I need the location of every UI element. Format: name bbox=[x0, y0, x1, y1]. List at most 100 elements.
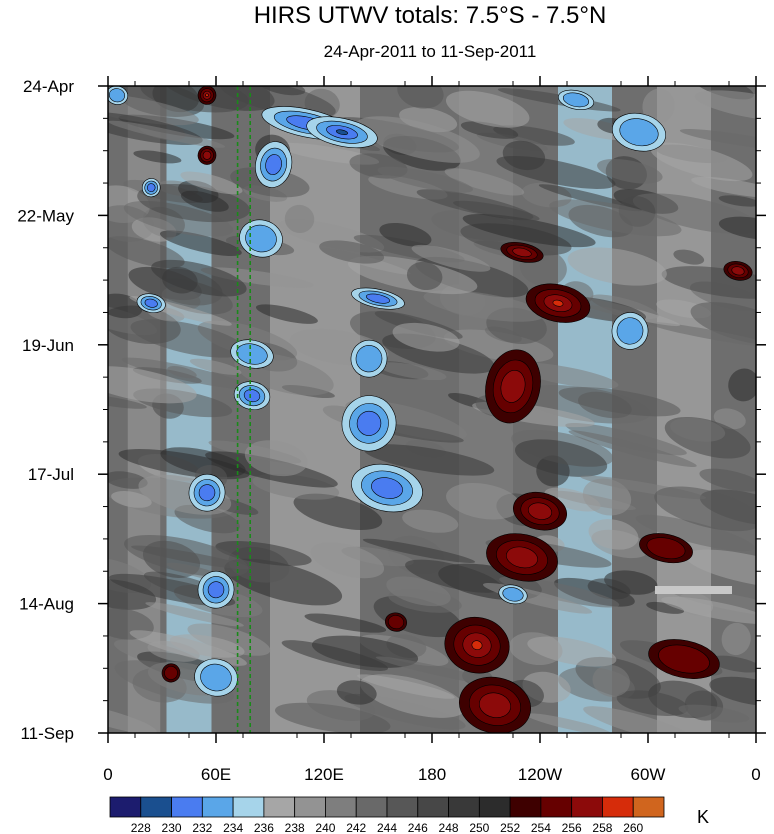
texture-streak bbox=[525, 713, 612, 733]
texture-streak bbox=[691, 176, 756, 198]
warm-feature-21 bbox=[202, 150, 212, 160]
texture-streak bbox=[544, 487, 601, 512]
texture-streak bbox=[460, 121, 519, 139]
y-tick-label: 17-Jul bbox=[28, 465, 74, 484]
colorbar-swatch-14 bbox=[540, 796, 573, 818]
texture-streak bbox=[274, 702, 391, 733]
texture-streak bbox=[661, 596, 756, 624]
texture-streak bbox=[592, 664, 630, 697]
colorbar-label: 256 bbox=[562, 821, 582, 834]
texture-streak bbox=[650, 142, 753, 182]
y-tick-label: 22-May bbox=[17, 206, 74, 225]
colorbar: 228 230 232 234 236 238 240 242 244 246 248 250 252 2… bbox=[109, 796, 665, 834]
cold-feature-18 bbox=[200, 663, 232, 692]
colorbar-label: 232 bbox=[192, 821, 212, 834]
texture-streak bbox=[304, 613, 387, 633]
texture-streak bbox=[108, 293, 143, 319]
texture-streak bbox=[635, 514, 755, 552]
cold-feature-0 bbox=[265, 154, 282, 175]
texture-streak bbox=[642, 88, 675, 124]
texture-streak bbox=[386, 576, 451, 607]
texture-streak bbox=[130, 319, 247, 358]
texture-streak bbox=[219, 86, 336, 118]
texture-streak bbox=[145, 602, 244, 627]
texture-streak bbox=[392, 322, 460, 352]
cold-feature-2 bbox=[336, 129, 348, 135]
texture-streak bbox=[694, 90, 756, 122]
colorbar-swatch-15 bbox=[571, 796, 603, 818]
plot-area bbox=[108, 86, 756, 733]
texture-streak bbox=[728, 368, 756, 402]
texture-streak bbox=[123, 201, 234, 237]
colorbar-swatch-3 bbox=[201, 796, 234, 818]
texture-streak bbox=[597, 158, 663, 184]
warm-feature-33 bbox=[164, 665, 178, 680]
texture-streak bbox=[244, 440, 308, 477]
colorbar-swatch-13 bbox=[509, 796, 542, 818]
x-tick-label: 120W bbox=[518, 765, 562, 784]
texture-streak bbox=[159, 230, 242, 257]
colorbar-swatch-0 bbox=[109, 796, 142, 818]
texture-streak bbox=[709, 676, 756, 707]
texture-streak bbox=[708, 655, 756, 673]
texture-streak bbox=[405, 559, 502, 593]
texture-streak bbox=[588, 519, 639, 550]
texture-streak bbox=[108, 703, 157, 733]
texture-streak bbox=[377, 166, 473, 193]
texture-streak bbox=[718, 195, 756, 207]
texture-streak bbox=[690, 302, 756, 346]
cold-feature-12 bbox=[616, 317, 644, 345]
colorbar-swatch-8 bbox=[355, 796, 388, 818]
texture-streak bbox=[180, 171, 243, 195]
warm-feature-29 bbox=[471, 640, 483, 650]
colorbar-label: 252 bbox=[500, 821, 520, 834]
texture-streak bbox=[527, 636, 617, 667]
colorbar-swatch-10 bbox=[417, 796, 449, 818]
texture-streak bbox=[646, 601, 685, 614]
texture-streak bbox=[281, 640, 388, 671]
warm-feature-26 bbox=[527, 502, 553, 520]
texture-streak bbox=[397, 86, 444, 109]
colorbar-swatch-4 bbox=[232, 796, 265, 818]
texture-streak bbox=[362, 538, 476, 564]
warm-feature-31 bbox=[658, 644, 710, 674]
texture-streak bbox=[446, 482, 521, 520]
colorbar-label: 230 bbox=[162, 821, 182, 834]
colorbar-unit: K bbox=[697, 807, 709, 827]
colorbar-swatch-17 bbox=[632, 796, 665, 818]
texture-streak bbox=[319, 240, 385, 264]
colorbar-swatch-16 bbox=[602, 796, 634, 818]
texture-streak bbox=[718, 216, 756, 241]
colorbar-label: 236 bbox=[254, 821, 274, 834]
colorbar-label: 246 bbox=[408, 821, 428, 834]
texture-streak bbox=[423, 290, 544, 322]
x-tick-label: 60W bbox=[631, 765, 666, 784]
y-tick-label: 24-Apr bbox=[23, 77, 74, 96]
texture-streak bbox=[379, 222, 432, 247]
y-tick-label: 14-Aug bbox=[19, 595, 74, 614]
colorbar-swatch-11 bbox=[448, 796, 480, 818]
texture-streak bbox=[402, 509, 459, 533]
warm-feature-23 bbox=[512, 247, 532, 258]
texture-streak bbox=[124, 535, 249, 578]
cold-feature-5 bbox=[619, 118, 659, 147]
texture-streak bbox=[108, 120, 226, 148]
colorbar-label: 248 bbox=[439, 821, 459, 834]
texture-streak bbox=[699, 468, 756, 492]
x-tick-label: 180 bbox=[418, 765, 446, 784]
texture-streak bbox=[673, 249, 705, 265]
texture-streak bbox=[616, 690, 689, 716]
texture-streak bbox=[200, 267, 314, 288]
warm-feature-20 bbox=[205, 93, 209, 98]
colorbar-label: 242 bbox=[346, 821, 366, 834]
colorbar-label: 228 bbox=[131, 821, 151, 834]
warm-feature-25 bbox=[500, 369, 526, 403]
axes: 0 60E 120E 180 120W 60W 0 24-Apr 22-May 19-Jun 17-… bbox=[17, 76, 766, 784]
texture-streak bbox=[167, 366, 197, 379]
texture-streak bbox=[679, 128, 756, 151]
colorbar-swatch-9 bbox=[386, 796, 419, 818]
texture-streak bbox=[356, 116, 480, 163]
cold-feature-10 bbox=[236, 343, 268, 365]
colorbar-label: 238 bbox=[285, 821, 305, 834]
texture-streak bbox=[654, 486, 756, 532]
